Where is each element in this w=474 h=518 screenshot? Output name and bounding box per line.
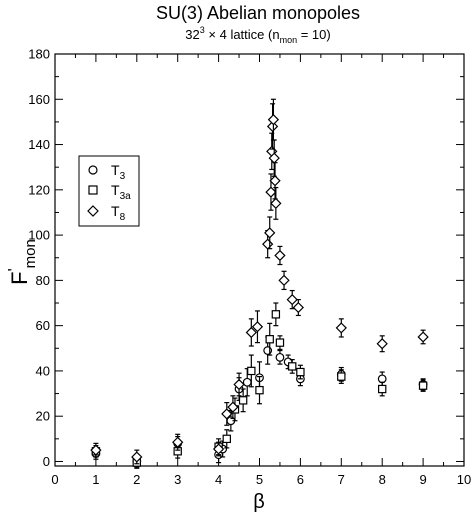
data-point-circle bbox=[263, 346, 273, 355]
legend-marker-circle bbox=[88, 165, 98, 175]
data-point-diamond bbox=[335, 322, 347, 334]
y-tick-label: 160 bbox=[28, 92, 50, 107]
data-point-square bbox=[222, 434, 231, 444]
legend-marker-diamond bbox=[87, 205, 99, 217]
data-point-diamond bbox=[266, 120, 279, 133]
data-point-diamond bbox=[251, 321, 264, 333]
y-tick-label: 180 bbox=[28, 47, 50, 62]
data-point-square bbox=[255, 385, 264, 395]
data-point-diamond bbox=[274, 249, 286, 262]
x-tick-label: 4 bbox=[215, 472, 222, 487]
y-tick-label: 60 bbox=[36, 318, 50, 333]
data-point-square bbox=[288, 362, 297, 371]
legend-label-t3a-sub: 3a bbox=[120, 191, 132, 202]
data-point-square bbox=[296, 367, 305, 377]
y-tick-label: 100 bbox=[28, 228, 50, 243]
data-point-square bbox=[271, 310, 281, 319]
data-point-diamond bbox=[227, 401, 239, 413]
data-point-diamond bbox=[278, 274, 290, 287]
legend-entry-t3a: T3a bbox=[88, 182, 131, 202]
data-point-circle bbox=[377, 374, 387, 384]
data-point-square bbox=[275, 338, 285, 347]
x-tick-label: 0 bbox=[51, 472, 58, 487]
data-point-diamond bbox=[265, 186, 277, 198]
axis-ticks bbox=[54, 53, 465, 466]
legend-label-t3-sub: 3 bbox=[120, 171, 126, 182]
data-point-diamond bbox=[376, 338, 388, 350]
y-tick-label: 80 bbox=[36, 273, 50, 288]
y-axis-label-sub: mon bbox=[22, 239, 39, 268]
x-tick-label: 3 bbox=[174, 472, 181, 487]
legend-label-t8-sub: 8 bbox=[120, 212, 126, 223]
data-point-diamond bbox=[417, 331, 429, 343]
y-axis-label: F'mon bbox=[6, 239, 39, 285]
y-tick-label: 120 bbox=[28, 182, 50, 197]
y-axis-label-main: F bbox=[7, 271, 32, 284]
subtitle-n-sub: mon bbox=[280, 35, 298, 45]
legend-entry-t8: T8 bbox=[87, 203, 126, 223]
y-tick-label: 40 bbox=[36, 363, 50, 378]
legend-label-t3a: T3a bbox=[111, 182, 131, 202]
legend-label-t8-main: T bbox=[111, 203, 120, 219]
x-tick-label: 8 bbox=[379, 472, 386, 487]
data-point-diamond bbox=[292, 301, 305, 314]
legend-label-t3a-main: T bbox=[111, 182, 120, 198]
x-tick-label: 10 bbox=[457, 472, 471, 487]
y-tick-label: 20 bbox=[36, 409, 50, 424]
y-axis-label-prime: ' bbox=[6, 268, 23, 271]
y-tick-label: 140 bbox=[28, 137, 50, 152]
data-point-square bbox=[337, 372, 346, 381]
data-point-diamond bbox=[262, 238, 274, 250]
data-marks bbox=[90, 98, 429, 469]
x-axis-label: β bbox=[253, 491, 265, 513]
chart-title: SU(3) Abelian monopoles bbox=[156, 3, 360, 23]
subtitle-lattice-rest: × 4 lattice (n bbox=[205, 27, 280, 42]
chart-subtitle: 323 × 4 lattice (nmon = 10) bbox=[185, 25, 330, 45]
y-tick-label: 0 bbox=[43, 454, 50, 469]
x-tick-label: 1 bbox=[92, 472, 99, 487]
data-point-square bbox=[238, 396, 248, 405]
data-point-diamond bbox=[221, 408, 233, 420]
data-point-diamond bbox=[233, 378, 245, 391]
x-tick-label: 2 bbox=[133, 472, 140, 487]
subtitle-n-value: = 10) bbox=[297, 27, 331, 42]
data-point-diamond bbox=[131, 451, 143, 463]
legend: T3 T3a T8 bbox=[78, 155, 140, 227]
data-point-diamond bbox=[172, 436, 184, 448]
data-point-square bbox=[378, 384, 387, 394]
data-point-diamond bbox=[245, 326, 257, 339]
subtitle-lattice-base: 32 bbox=[185, 27, 199, 42]
legend-label-t3: T3 bbox=[111, 162, 126, 182]
x-tick-label: 9 bbox=[419, 472, 426, 487]
data-point-diamond bbox=[264, 227, 276, 239]
data-point-diamond bbox=[90, 444, 102, 456]
data-point-diamond bbox=[286, 293, 298, 306]
data-point-circle bbox=[242, 377, 252, 387]
legend-label-t8: T8 bbox=[111, 203, 126, 223]
legend-marker-square bbox=[88, 185, 98, 195]
data-point-circle bbox=[275, 352, 285, 362]
data-point-diamond bbox=[269, 175, 281, 187]
data-point-diamond bbox=[267, 113, 280, 126]
legend-label-t3-main: T bbox=[111, 162, 120, 178]
data-point-diamond bbox=[212, 443, 225, 455]
data-point-diamond bbox=[270, 197, 282, 210]
data-point-square bbox=[418, 381, 428, 390]
series-t8 bbox=[90, 98, 429, 465]
x-tick-label: 6 bbox=[297, 472, 304, 487]
legend-entry-t3: T3 bbox=[88, 162, 126, 182]
x-tick-label: 5 bbox=[256, 472, 263, 487]
x-tick-label: 7 bbox=[338, 472, 345, 487]
subtitle-lattice-exp: 3 bbox=[200, 25, 205, 35]
data-point-square bbox=[247, 366, 256, 376]
data-point-square bbox=[265, 335, 274, 344]
